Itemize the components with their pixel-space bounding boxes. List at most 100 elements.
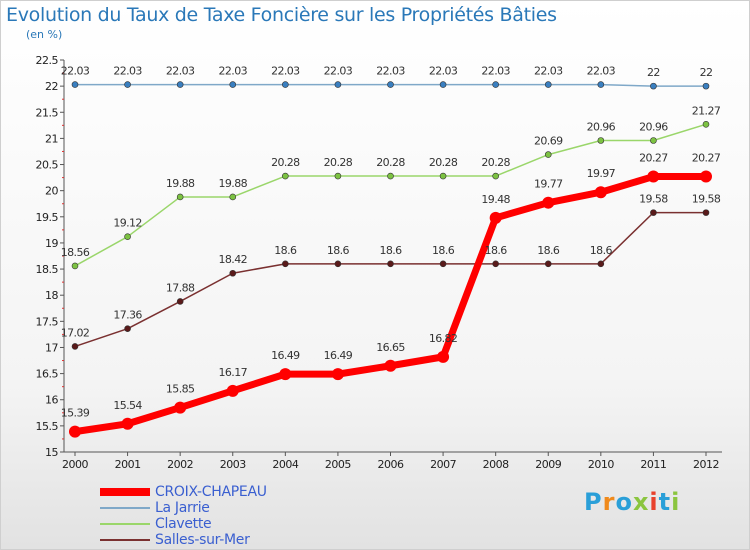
data-label: 17.02 [61,326,90,339]
y-tick-label: 20 [45,185,58,198]
data-point [71,343,79,350]
data-point [124,233,131,240]
data-label: 20.28 [324,156,353,169]
y-tick-label: 15 [45,446,58,459]
data-point [650,137,657,144]
y-tick-label: 18 [45,289,58,302]
data-label: 22.03 [61,65,90,78]
series-line-salles-sur-mer [74,211,707,348]
legend-swatch [100,523,150,525]
data-label: 17.88 [166,281,195,294]
data-point [387,260,394,268]
data-label: 16.49 [271,349,300,362]
data-label: 18.6 [590,244,613,257]
data-point [650,82,657,90]
data-point [489,211,502,224]
data-point [492,260,499,268]
data-point [650,209,657,216]
data-label: 22.03 [587,65,616,78]
logo-letter: r [602,488,616,516]
data-point [334,81,342,88]
data-label: 20.27 [692,152,721,165]
logo-letter: P [584,488,603,516]
data-point [439,81,447,88]
x-tick-label: 2012 [693,458,719,471]
y-tick-label: 19.5 [36,211,59,224]
legend-label: Clavette [155,516,212,532]
data-label: 15.54 [113,399,142,412]
data-point [176,193,184,201]
data-point [334,260,342,268]
data-label: 20.96 [587,120,616,133]
legend-label: La Jarrie [155,500,210,516]
data-point [282,260,289,268]
data-label: 18.6 [274,244,297,257]
data-label: 18.6 [537,244,560,257]
data-point [597,81,605,88]
data-label: 20.28 [429,156,458,169]
data-label: 18.6 [485,244,508,257]
data-point [229,193,237,201]
data-label: 20.69 [534,135,563,148]
data-point [279,368,292,381]
legend-label: CROIX-CHAPEAU [155,484,267,500]
data-point [702,120,710,128]
y-tick-label: 16 [45,394,58,407]
data-label: 22 [647,66,660,79]
data-label: 20.28 [481,156,510,169]
legend-label: Salles-sur-Mer [155,532,250,548]
data-point [702,82,710,90]
x-tick-label: 2002 [167,458,193,471]
data-label: 20.28 [376,156,405,169]
data-point [492,81,499,88]
data-point [282,172,289,180]
data-label: 18.6 [327,244,350,257]
data-point [597,260,605,268]
data-point [544,151,552,158]
data-point [700,170,712,183]
legend-swatch [100,488,150,496]
data-label: 22.03 [113,65,142,78]
data-point [229,269,237,277]
data-label: 19.48 [481,193,510,206]
data-label: 16.49 [324,349,353,362]
data-label: 19.58 [692,193,721,206]
x-tick-label: 2005 [325,458,351,471]
data-label: 18.6 [379,244,402,257]
data-label: 16.82 [429,332,458,345]
chart-unit-label: (en %) [26,28,63,41]
data-point [71,262,79,270]
data-point [542,196,555,209]
data-point [174,401,187,414]
data-label: 15.85 [166,383,195,396]
data-label: 22.03 [429,65,458,78]
data-point [384,359,397,372]
y-tick-label: 22.5 [36,54,59,67]
x-tick-label: 2001 [115,458,141,471]
legend-swatch [100,507,150,509]
data-label: 17.36 [113,309,142,322]
logo-letter: i [649,488,659,516]
data-point [387,172,394,180]
data-point [594,186,607,199]
data-label: 22.03 [219,65,248,78]
data-label: 22.03 [271,65,300,78]
data-point [71,81,79,88]
data-label: 16.17 [219,366,248,379]
y-tick-label: 16.5 [36,368,59,381]
data-point [439,172,447,180]
data-label: 20.96 [639,120,668,133]
data-point [437,350,450,363]
data-label: 22.03 [481,65,510,78]
x-tick-label: 2010 [588,458,614,471]
logo-letter: o [615,488,633,516]
data-point [387,81,394,88]
data-point [124,325,131,332]
data-label: 18.6 [432,244,455,257]
x-tick-label: 2007 [430,458,456,471]
y-tick-label: 20.5 [36,159,59,172]
y-tick-label: 15.5 [36,420,59,433]
data-label: 18.56 [61,246,90,259]
data-label: 19.97 [587,167,616,180]
